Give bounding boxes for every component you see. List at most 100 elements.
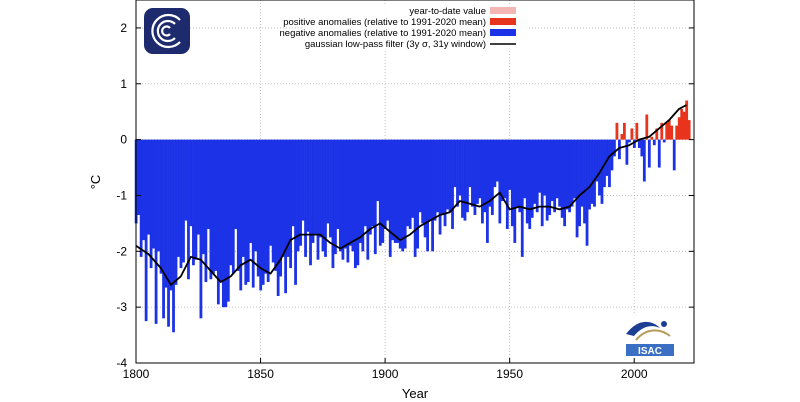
anomaly-bar [241, 139, 245, 257]
anomaly-bar [568, 139, 571, 213]
anomaly-bar [685, 100, 689, 140]
anomaly-bar [578, 139, 581, 227]
anomaly-bar [533, 139, 537, 204]
anomaly-bar [261, 139, 265, 285]
anomaly-bar [331, 139, 335, 269]
anomaly-bar [453, 139, 457, 188]
anomaly-bar [441, 139, 444, 216]
anomaly-bar [428, 139, 432, 221]
anomaly-bar [411, 139, 415, 218]
anomaly-bar [137, 139, 141, 216]
anomaly-bar [655, 128, 659, 140]
anomaly-bar [675, 125, 679, 140]
svg-text:ISAC: ISAC [638, 346, 662, 357]
anomaly-bar [488, 139, 492, 207]
smoothed-curve-layer [135, 104, 687, 286]
anomaly-bar [540, 139, 544, 227]
anomaly-bar [324, 139, 327, 257]
isac-logo: ISAC [620, 314, 680, 358]
y-tick-label: -1 [116, 188, 127, 202]
anomaly-bar [291, 139, 295, 227]
anomaly-bar [284, 139, 288, 294]
x-axis-title: Year [402, 386, 429, 401]
anomaly-bar [179, 139, 183, 269]
anomaly-bar [413, 139, 417, 257]
anomaly-bar [373, 139, 377, 255]
anomaly-bar [376, 139, 380, 202]
cnr-logo [144, 8, 190, 54]
anomaly-bar [341, 139, 345, 260]
anomaly-bar [391, 139, 395, 241]
anomaly-bar [304, 139, 307, 257]
anomaly-bar [209, 139, 213, 280]
anomaly-bar [401, 139, 405, 252]
anomaly-bar [231, 139, 235, 274]
anomaly-bar [550, 139, 554, 202]
anomaly-bar [620, 134, 624, 140]
anomaly-bar [618, 139, 621, 160]
plot-frame [135, 0, 695, 364]
anomaly-bar [431, 139, 434, 252]
anomaly-bar [525, 139, 529, 224]
anomaly-bar [296, 139, 300, 252]
anomaly-bar [202, 139, 205, 255]
anomaly-bar [627, 139, 631, 143]
anomaly-bar [211, 139, 215, 274]
anomaly-bar [570, 139, 574, 207]
anomaly-bar [199, 139, 203, 319]
anomaly-bar [194, 139, 198, 260]
legend-entry-negative: negative anomalies (relative to 1991-202… [280, 28, 516, 39]
anomaly-bar [535, 139, 539, 213]
anomaly-bar [573, 139, 576, 199]
anomaly-bar [346, 139, 350, 263]
anomaly-bar [162, 139, 165, 319]
anomaly-bar [660, 122, 664, 140]
anomaly-bar [289, 139, 292, 269]
anomaly-bar [625, 139, 629, 165]
legend-label-negative: negative anomalies (relative to 1991-202… [280, 28, 487, 39]
anomaly-bar [386, 139, 390, 221]
anomaly-bar [530, 139, 534, 218]
anomaly-bar [468, 139, 472, 188]
anomaly-bar [523, 139, 527, 199]
anomaly-bar [139, 139, 143, 257]
anomaly-bar [398, 139, 402, 249]
anomaly-bar [221, 139, 225, 308]
anomaly-bar [142, 139, 146, 241]
anomaly-bar [608, 139, 611, 188]
anomaly-bar [456, 139, 459, 207]
anomaly-bar [393, 139, 397, 243]
anomaly-bar [314, 139, 317, 235]
anomaly-bar [378, 139, 382, 246]
anomaly-bar [595, 139, 599, 182]
anomaly-bar [421, 139, 425, 224]
anomaly-bar [286, 139, 290, 257]
anomaly-bar [613, 139, 616, 157]
anomaly-bar [647, 139, 651, 168]
anomaly-bar [336, 139, 340, 229]
x-tick-label: 1850 [247, 367, 274, 381]
anomaly-bar [670, 125, 674, 140]
anomaly-bar [219, 139, 223, 283]
anomaly-bar [495, 139, 499, 182]
anomaly-bar [274, 139, 278, 271]
anomaly-bar [157, 139, 160, 252]
anomaly-bar [408, 139, 412, 229]
legend-entry-positive: positive anomalies (relative to 1991-202… [283, 17, 516, 28]
anomaly-bar [418, 139, 422, 213]
anomaly-bar [363, 139, 367, 227]
anomaly-bar [348, 139, 352, 246]
anomaly-bar [358, 139, 362, 243]
anomaly-bar [254, 139, 258, 252]
anomaly-bar [443, 139, 447, 227]
anomaly-bar [513, 139, 517, 243]
y-tick-label: 0 [120, 133, 127, 147]
anomaly-bar [667, 120, 671, 140]
anomaly-bar [503, 139, 507, 199]
anomaly-bar [560, 139, 564, 218]
anomaly-bar [167, 139, 170, 327]
anomaly-bar [473, 139, 477, 216]
anomaly-bar [642, 139, 646, 182]
anomaly-bar [177, 139, 180, 257]
